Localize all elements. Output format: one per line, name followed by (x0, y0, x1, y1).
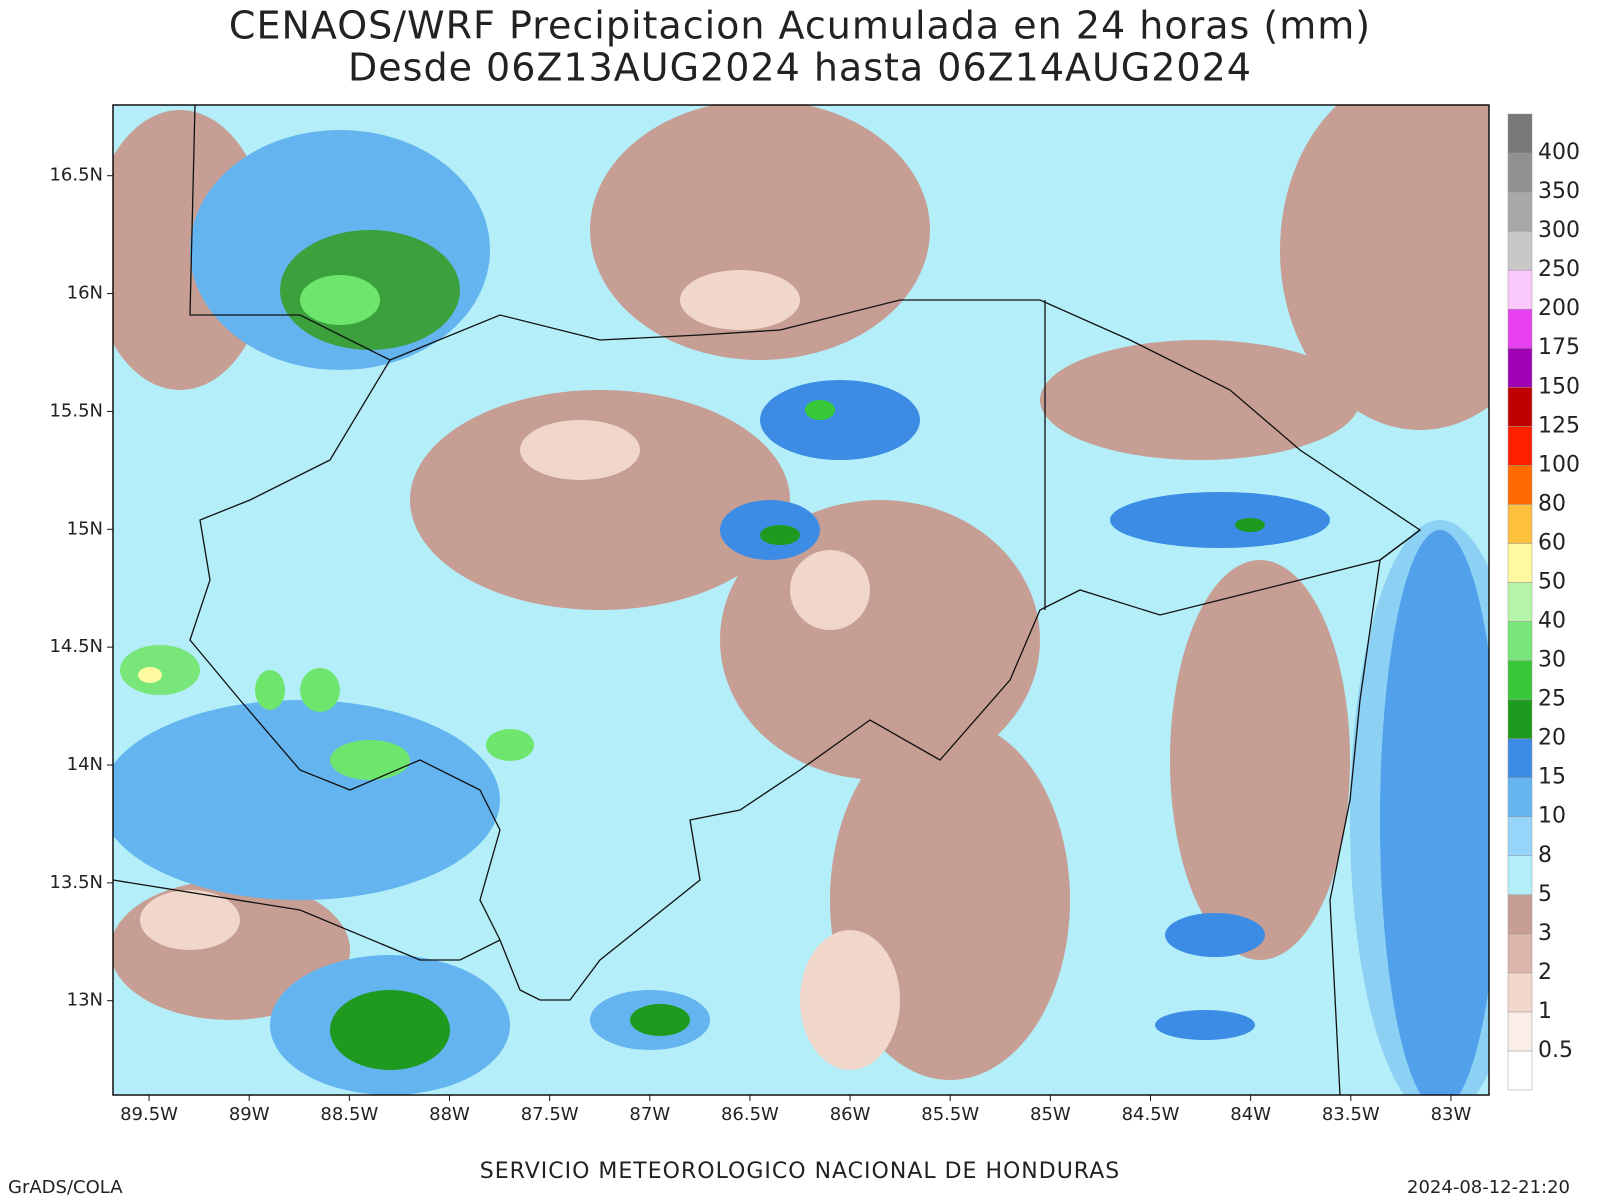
colorbar-bin (1507, 582, 1533, 622)
colorbar-bin (1507, 894, 1533, 935)
colorbar-bin (1507, 191, 1533, 232)
precipitation-field (113, 105, 1489, 1095)
colorbar-bin (1507, 660, 1533, 700)
colorbar-bin (1507, 543, 1533, 583)
colorbar-label: 60 (1538, 530, 1566, 555)
colorbar-label: 25 (1538, 687, 1566, 712)
x-tick-label: 88W (429, 1104, 470, 1125)
y-tick-label: 15.5N (49, 400, 103, 421)
colorbar-bin (1507, 347, 1533, 388)
borders (113, 105, 1422, 1095)
colorbar-bin (1507, 504, 1533, 544)
x-tick-label: 84.5W (1122, 1104, 1180, 1125)
colorbar-label: 5 (1538, 882, 1552, 907)
colorbar-bin (1507, 1011, 1533, 1052)
colorbar-label: 400 (1538, 140, 1580, 165)
y-tick-label: 16N (67, 283, 103, 304)
x-tick-label: 83W (1431, 1104, 1472, 1125)
colorbar-label: 200 (1538, 296, 1580, 321)
y-tick-label: 15N (67, 518, 103, 539)
colorbar-bin (1507, 152, 1533, 193)
colorbar-label: 40 (1538, 609, 1566, 634)
x-tick-label: 84W (1230, 1104, 1271, 1125)
y-tick-label: 13.5N (49, 872, 103, 893)
colorbar-label: 300 (1538, 218, 1580, 243)
colorbar-label: 1 (1538, 999, 1552, 1024)
x-tick-label: 86.5W (721, 1104, 779, 1125)
x-tick-label: 88.5W (320, 1104, 378, 1125)
colorbar-label: 100 (1538, 452, 1580, 477)
colorbar-label: 10 (1538, 804, 1566, 829)
colorbar-bin (1507, 113, 1533, 154)
colorbar-bin (1507, 738, 1533, 778)
colorbar-bin (1507, 855, 1533, 896)
colorbar-bin (1507, 387, 1533, 427)
colorbar-label: 150 (1538, 374, 1580, 399)
colorbar-label: 8 (1538, 843, 1552, 868)
colorbar-bin (1507, 308, 1533, 349)
colorbar-bin (1507, 933, 1533, 974)
colorbar-label: 0.5 (1538, 1038, 1573, 1063)
colorbar-bin (1507, 269, 1533, 310)
colorbar-bin (1507, 230, 1533, 271)
colorbar-bin (1507, 621, 1533, 661)
x-tick-label: 89.5W (120, 1104, 178, 1125)
chart-title: CENAOS/WRF Precipitacion Acumulada en 24… (229, 4, 1371, 48)
colorbar-bin (1507, 1050, 1533, 1091)
x-tick-label: 85.5W (921, 1104, 979, 1125)
x-tick-label: 87.5W (521, 1104, 579, 1125)
colorbar-bin (1507, 777, 1533, 817)
credit: GrADS/COLA (8, 1177, 123, 1198)
timestamp: 2024-08-12-21:20 (1407, 1177, 1570, 1198)
colorbar-label: 250 (1538, 257, 1580, 282)
y-tick-label: 13N (67, 990, 103, 1011)
x-tick-label: 83.5W (1322, 1104, 1380, 1125)
colorbar-bin (1507, 699, 1533, 739)
x-tick-label: 87W (629, 1104, 670, 1125)
x-tick-label: 89W (229, 1104, 270, 1125)
x-tick-label: 85W (1030, 1104, 1071, 1125)
footer: SERVICIO METEOROLOGICO NACIONAL DE HONDU… (480, 1159, 1120, 1184)
y-tick-label: 14N (67, 754, 103, 775)
chart-subtitle: Desde 06Z13AUG2024 hasta 06Z14AUG2024 (348, 46, 1252, 90)
colorbar-bin (1507, 465, 1533, 505)
colorbar-label: 350 (1538, 179, 1580, 204)
y-tick-label: 14.5N (49, 636, 103, 657)
colorbar-label: 50 (1538, 569, 1566, 594)
map-frame (112, 104, 1490, 1096)
colorbar-bin (1507, 426, 1533, 466)
colorbar-label: 80 (1538, 491, 1566, 516)
colorbar-label: 125 (1538, 413, 1580, 438)
colorbar-label: 3 (1538, 921, 1552, 946)
colorbar-label: 20 (1538, 726, 1566, 751)
colorbar-label: 30 (1538, 648, 1566, 673)
colorbar-label: 175 (1538, 335, 1580, 360)
x-tick-label: 86W (830, 1104, 871, 1125)
colorbar-bin (1507, 816, 1533, 857)
colorbar-label: 2 (1538, 960, 1552, 985)
colorbar-bin (1507, 972, 1533, 1013)
colorbar-label: 15 (1538, 765, 1566, 790)
y-tick-label: 16.5N (49, 165, 103, 186)
